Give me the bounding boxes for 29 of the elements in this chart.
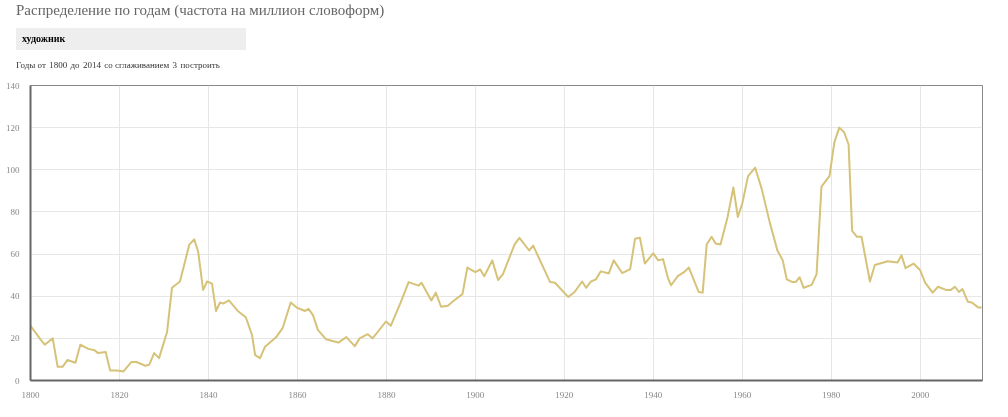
y-tick-label: 140 bbox=[6, 80, 20, 91]
x-tick-label: 1800 bbox=[21, 389, 40, 400]
y-tick-label: 0 bbox=[15, 375, 20, 386]
annotation: Годы от bbox=[16, 60, 46, 70]
x-tick-label: 1940 bbox=[644, 389, 663, 400]
y-tick-label: 40 bbox=[10, 291, 20, 302]
x-tick-label: 1840 bbox=[199, 389, 218, 400]
annotation: 2014 bbox=[82, 60, 101, 70]
chart-subtitle: художник bbox=[16, 28, 246, 51]
x-tick-label: 1880 bbox=[377, 389, 396, 400]
y-tick-label: 20 bbox=[10, 333, 20, 344]
annotation: 3 bbox=[172, 60, 178, 70]
annotation: до bbox=[70, 60, 80, 70]
x-tick-label: 1920 bbox=[555, 389, 574, 400]
annotation: 1800 bbox=[49, 60, 68, 70]
y-tick-label: 80 bbox=[10, 206, 20, 217]
x-tick-label: 1900 bbox=[466, 389, 485, 400]
y-tick-label: 120 bbox=[6, 122, 20, 133]
x-tick-label: 1860 bbox=[288, 389, 307, 400]
y-tick-label: 100 bbox=[6, 164, 20, 175]
annotation: построить bbox=[180, 60, 220, 70]
x-tick-label: 1820 bbox=[110, 389, 129, 400]
y-tick-label: 60 bbox=[10, 249, 20, 260]
chart-title: Распределение по годам (частота на миллион словоформ) bbox=[16, 2, 385, 18]
x-tick-label: 1960 bbox=[733, 389, 752, 400]
x-tick-label: 2000 bbox=[911, 389, 930, 400]
x-tick-label: 1980 bbox=[822, 389, 841, 400]
annotation: со сглаживанием bbox=[104, 60, 170, 70]
line-series bbox=[30, 126, 983, 373]
